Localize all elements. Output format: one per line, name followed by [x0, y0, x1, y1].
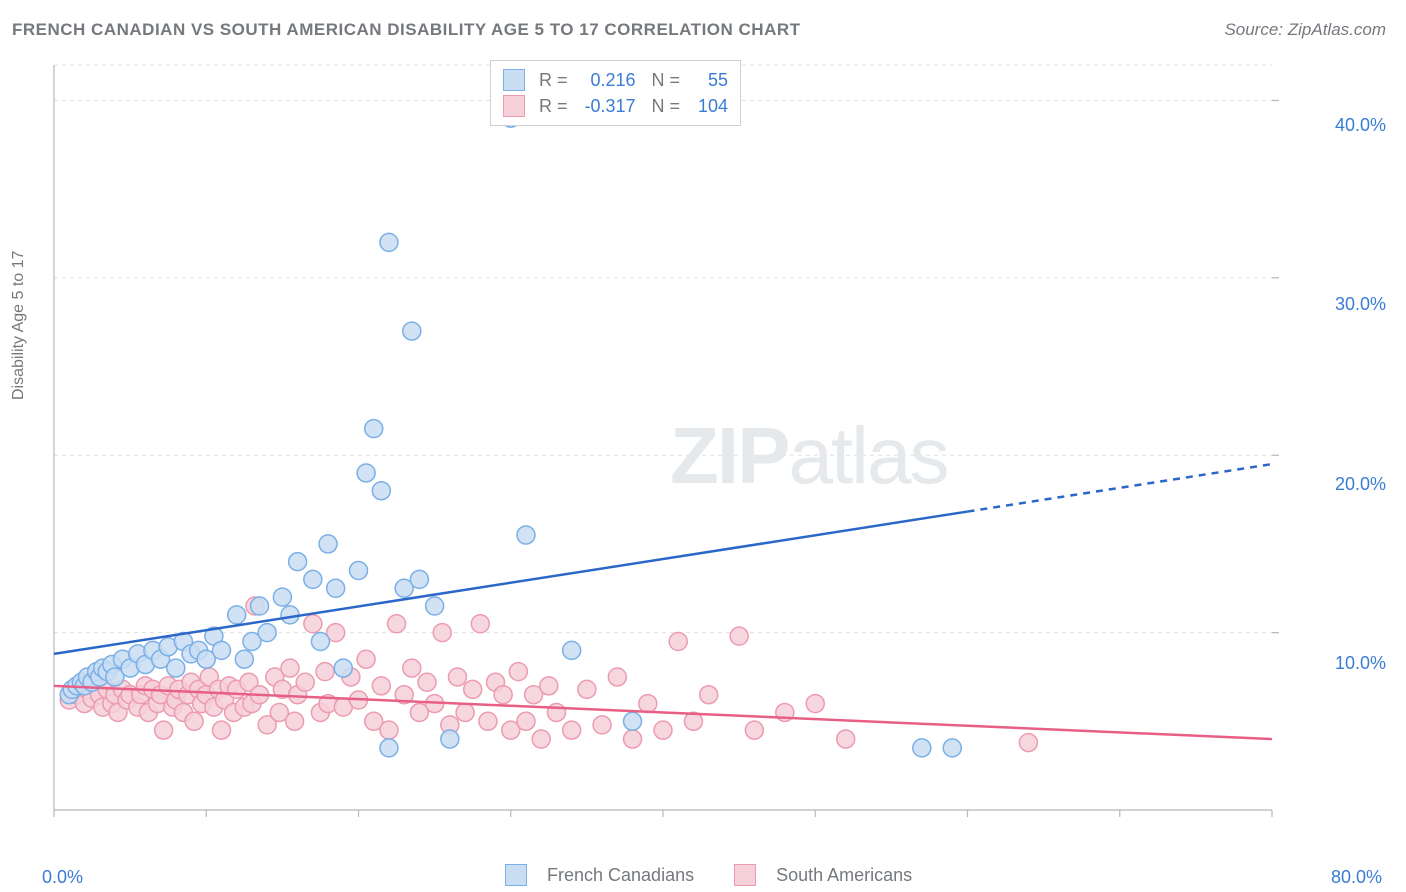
x-axis-tick-label: 0.0%: [42, 867, 83, 888]
r-label: R =: [539, 96, 568, 117]
legend-item: South Americans: [734, 864, 912, 886]
chart-title: FRENCH CANADIAN VS SOUTH AMERICAN DISABI…: [12, 20, 801, 40]
correlation-legend-row: R = -0.317 N = 104: [503, 93, 728, 119]
correlation-legend: R = 0.216 N = 55 R = -0.317 N = 104: [490, 60, 741, 126]
r-value: 0.216: [576, 70, 636, 91]
source-attribution: Source: ZipAtlas.com: [1224, 20, 1386, 40]
correlation-legend-row: R = 0.216 N = 55: [503, 67, 728, 93]
legend-swatch-icon: [505, 864, 527, 886]
n-label: N =: [652, 96, 681, 117]
legend-label: French Canadians: [547, 865, 694, 886]
legend-item: French Canadians: [505, 864, 694, 886]
x-axis-tick-label: 80.0%: [1331, 867, 1382, 888]
y-axis-label: Disability Age 5 to 17: [10, 251, 28, 400]
y-axis-tick-label: 40.0%: [1335, 115, 1386, 136]
n-label: N =: [652, 70, 681, 91]
y-axis-tick-label: 20.0%: [1335, 474, 1386, 495]
series-legend: French Canadians South Americans: [505, 864, 912, 886]
y-axis-tick-label: 30.0%: [1335, 294, 1386, 315]
r-label: R =: [539, 70, 568, 91]
r-value: -0.317: [576, 96, 636, 117]
n-value: 104: [688, 96, 728, 117]
legend-swatch-icon: [503, 69, 525, 91]
legend-swatch-icon: [503, 95, 525, 117]
legend-label: South Americans: [776, 865, 912, 886]
y-axis-tick-label: 10.0%: [1335, 653, 1386, 674]
n-value: 55: [688, 70, 728, 91]
legend-swatch-icon: [734, 864, 756, 886]
watermark: ZIPatlas: [670, 410, 947, 502]
